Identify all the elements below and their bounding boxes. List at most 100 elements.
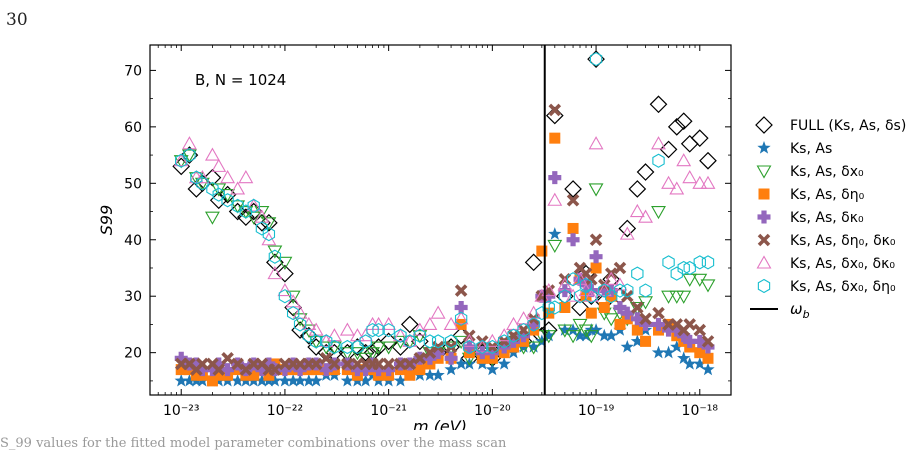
data-point — [371, 341, 387, 355]
page-number: 30 — [6, 10, 28, 30]
data-point — [583, 330, 599, 344]
data-point — [351, 339, 364, 355]
data-point — [597, 328, 611, 342]
data-point — [682, 170, 698, 184]
data-point — [659, 140, 678, 159]
data-point — [620, 306, 634, 320]
data-point — [589, 250, 603, 264]
data-point — [669, 181, 685, 195]
data-point — [603, 271, 619, 285]
y-axis-label: S99 — [97, 205, 116, 236]
data-point — [613, 261, 627, 275]
data-point — [194, 170, 210, 184]
data-point — [701, 335, 715, 348]
legend-marker — [758, 188, 770, 200]
data-point — [309, 357, 323, 371]
data-point — [631, 301, 644, 314]
data-point — [379, 332, 398, 351]
data-point — [524, 253, 543, 272]
data-point — [693, 323, 707, 337]
data-point — [238, 170, 254, 184]
data-point — [683, 260, 696, 276]
data-point — [444, 351, 458, 365]
data-point — [676, 153, 692, 167]
data-point — [535, 306, 549, 321]
data-point — [372, 322, 385, 338]
data-point — [559, 302, 571, 313]
data-point — [326, 341, 342, 355]
data-point — [431, 346, 445, 360]
data-point — [341, 339, 354, 355]
data-point — [566, 233, 580, 247]
legend-label: Ks, As, δη₀, δκ₀ — [790, 233, 896, 249]
data-point — [278, 373, 292, 387]
data-point — [382, 322, 395, 338]
data-point — [652, 153, 665, 168]
data-point — [248, 369, 260, 381]
data-point — [618, 219, 637, 238]
data-point — [485, 346, 499, 360]
data-point — [462, 340, 476, 354]
data-point — [174, 373, 188, 387]
data-point — [614, 318, 626, 330]
data-point — [286, 373, 300, 387]
data-markers — [172, 50, 717, 387]
data-point — [175, 364, 187, 376]
data-point — [486, 340, 499, 354]
data-point — [548, 171, 562, 185]
data-point — [677, 329, 691, 343]
data-point — [205, 363, 219, 377]
data-point — [350, 363, 364, 377]
data-point — [220, 170, 236, 184]
data-point — [631, 266, 644, 281]
data-point — [670, 323, 684, 337]
data-point — [262, 357, 276, 371]
data-point — [639, 312, 652, 326]
data-point — [356, 343, 375, 362]
data-point — [278, 363, 292, 377]
data-point — [571, 298, 589, 317]
data-point — [651, 205, 666, 220]
data-point — [486, 339, 499, 355]
data-point — [543, 307, 555, 319]
data-point — [558, 284, 572, 298]
data-point — [204, 211, 220, 225]
data-point — [542, 328, 556, 342]
legend-label: Ks, As, δκ₀ — [790, 210, 864, 226]
data-point — [517, 322, 530, 338]
data-point — [589, 323, 603, 336]
data-point — [453, 311, 469, 325]
data-point — [422, 316, 438, 330]
data-point — [412, 330, 428, 344]
data-point — [651, 136, 666, 150]
data-point — [558, 323, 572, 336]
data-point — [204, 147, 220, 161]
legend-marker — [757, 233, 771, 247]
data-point — [639, 283, 652, 298]
x-tick-label: 10⁻²¹ — [370, 403, 406, 419]
data-point — [278, 289, 292, 304]
data-point — [590, 262, 602, 274]
data-point — [566, 193, 580, 207]
x-tick-label: 10⁻²² — [267, 403, 303, 419]
data-point — [683, 356, 697, 370]
data-point — [403, 357, 417, 371]
data-point — [683, 334, 697, 348]
data-point — [414, 364, 426, 376]
data-point — [268, 373, 282, 387]
data-point — [175, 153, 188, 168]
data-point — [206, 181, 219, 197]
data-point — [701, 340, 715, 354]
data-point — [667, 118, 686, 136]
data-point — [382, 363, 396, 377]
x-tick-label: 10⁻¹⁸ — [682, 403, 719, 419]
data-point — [431, 368, 445, 381]
data-point — [187, 180, 206, 198]
data-point — [431, 340, 445, 354]
data-point — [302, 373, 316, 387]
legend-label: FULL (Ks, As, δs) — [790, 118, 906, 134]
data-point — [190, 369, 202, 381]
data-point — [359, 363, 373, 377]
data-point — [699, 151, 717, 170]
data-point — [328, 357, 341, 371]
